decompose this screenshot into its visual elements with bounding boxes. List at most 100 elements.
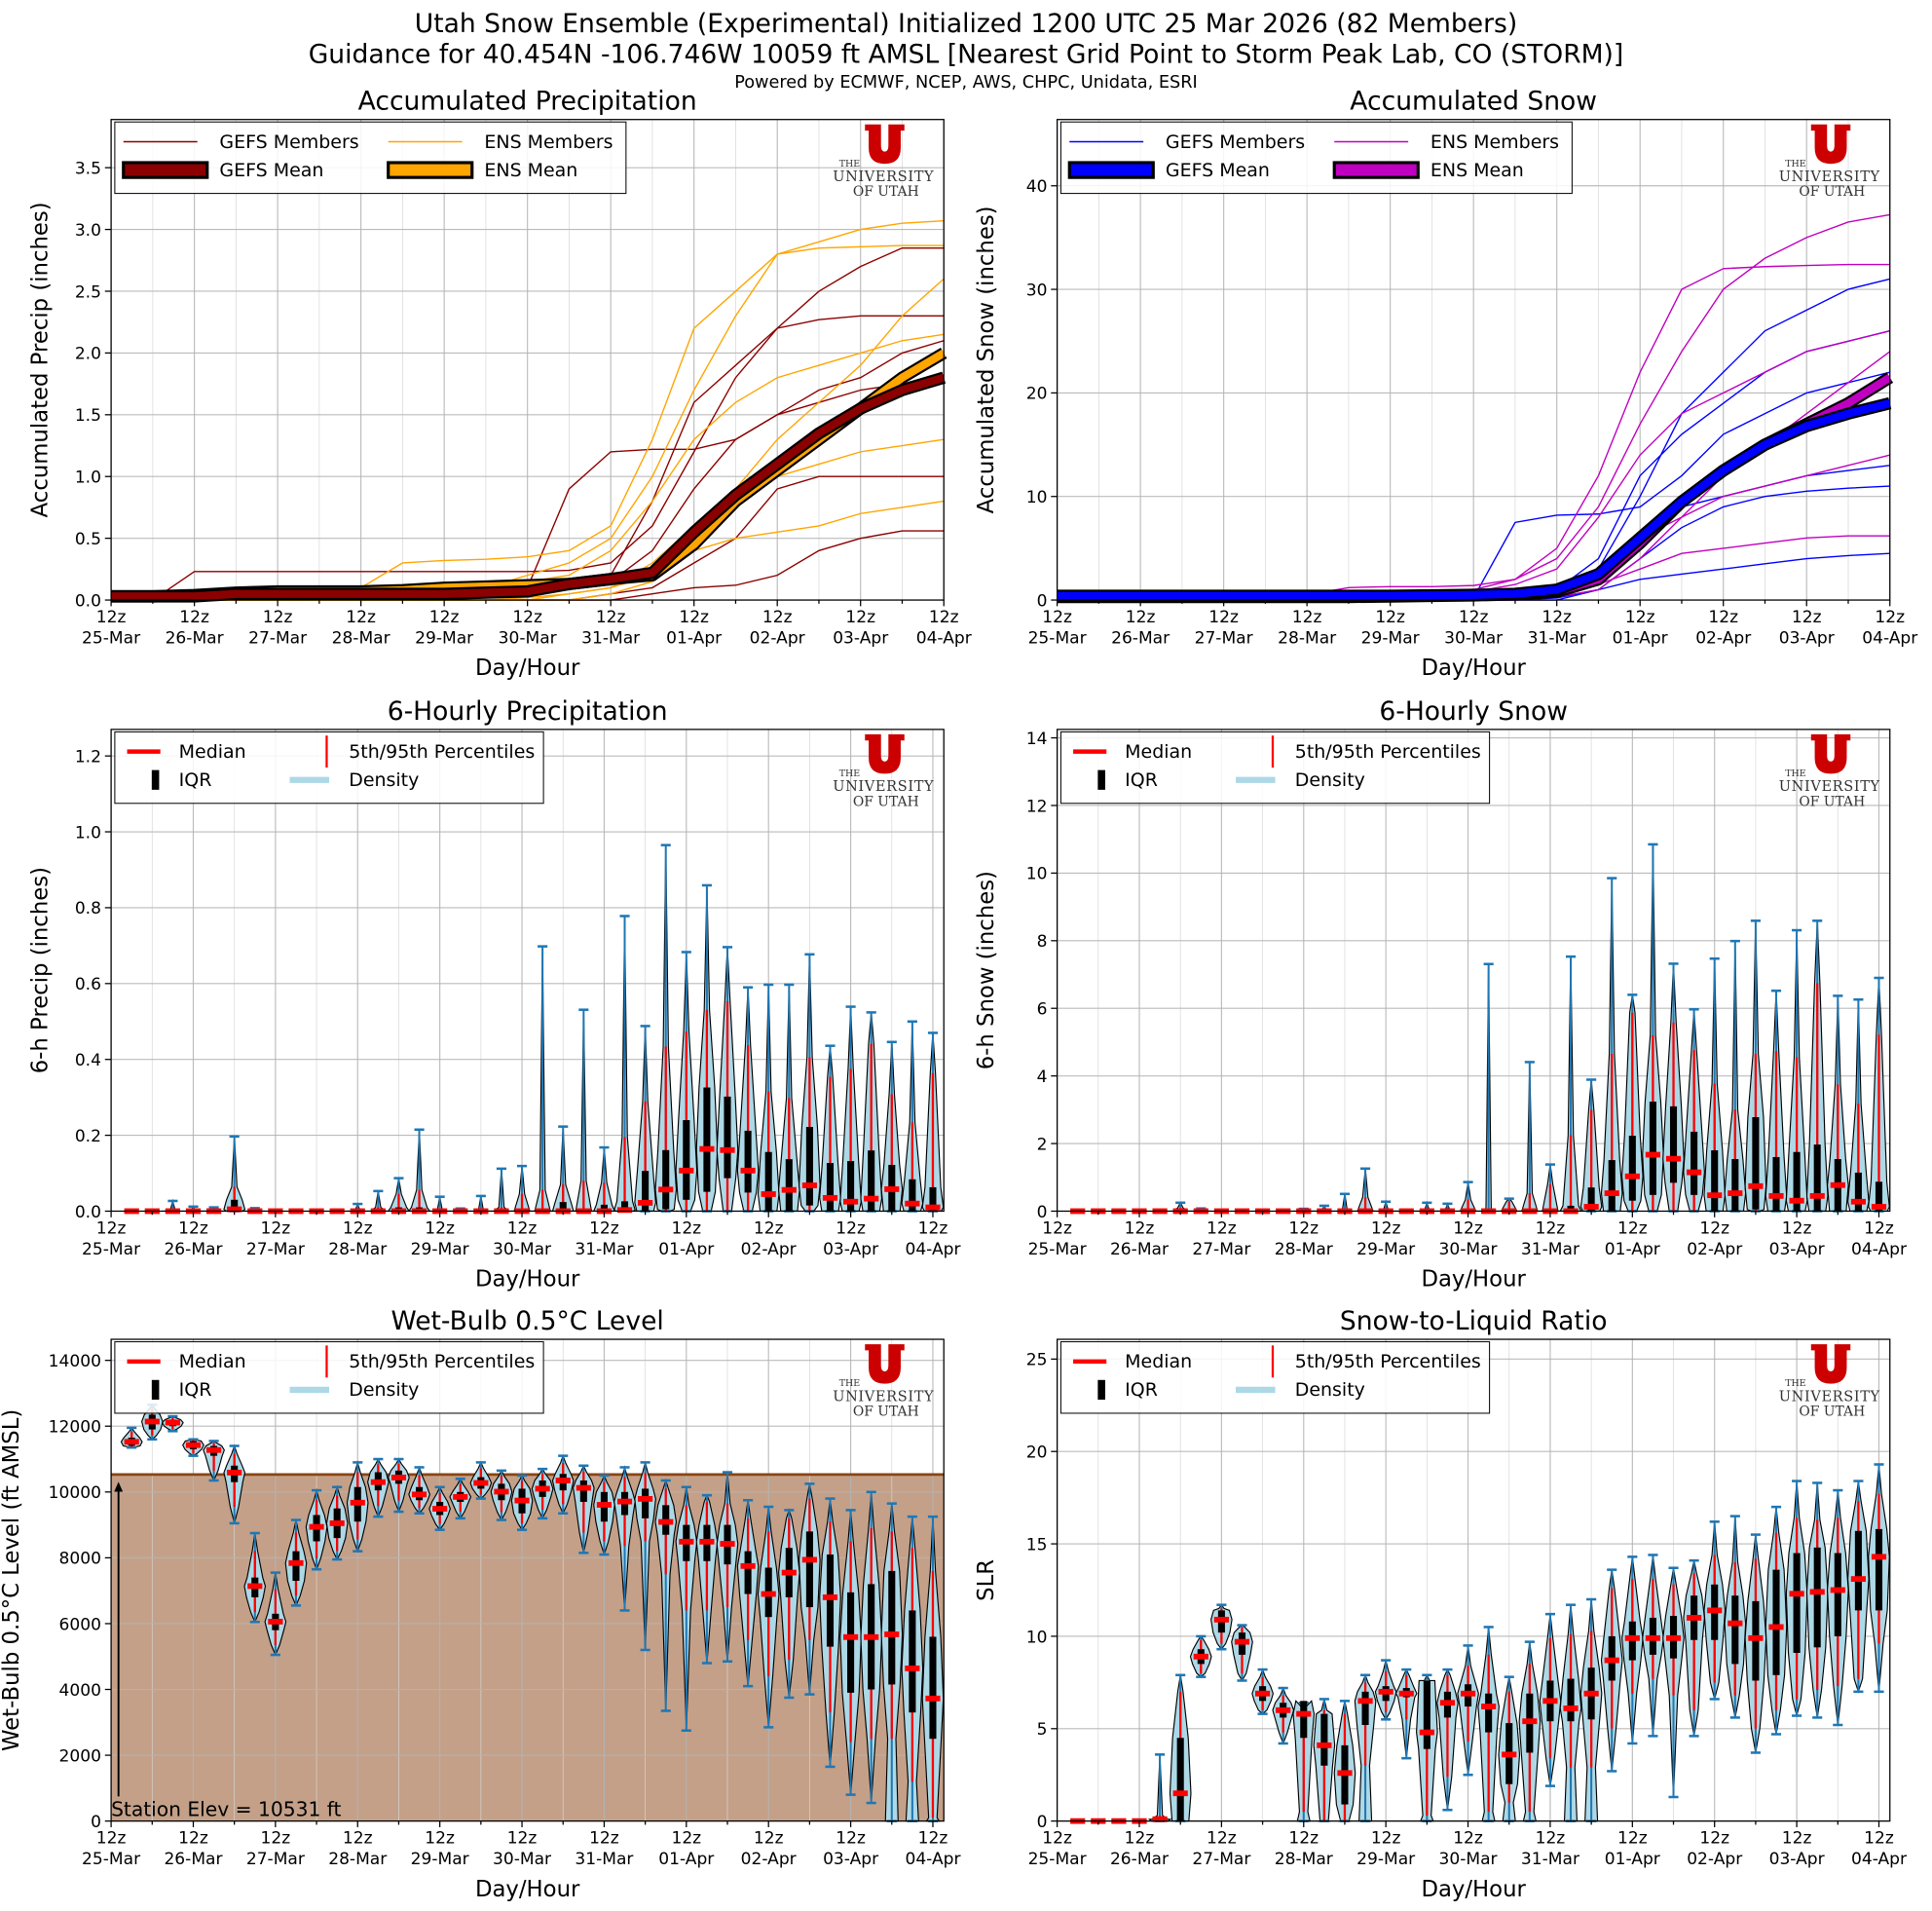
x-tick-label-date: 03-Apr xyxy=(1779,628,1836,648)
legend-label: GEFS Members xyxy=(219,131,358,153)
legend-mean-swatch xyxy=(387,161,474,179)
legend-box xyxy=(1059,731,1491,805)
violin xyxy=(1231,1624,1253,1682)
x-tick-label-date: 29-Mar xyxy=(1361,628,1421,648)
violin xyxy=(839,1509,862,1796)
x-tick-label-hour: 12z xyxy=(1371,1218,1401,1238)
chart-title: 6-Hourly Snow xyxy=(1379,696,1568,727)
logo-text-of-utah: OF UTAH xyxy=(1799,184,1865,200)
u-logo-icon xyxy=(1810,124,1851,165)
x-tick-label-date: 26-Mar xyxy=(166,628,225,648)
violin xyxy=(757,1505,780,1729)
violin-median-marker xyxy=(1728,1190,1743,1196)
chart-title: 6-Hourly Precipitation xyxy=(388,696,668,727)
plot-frame xyxy=(110,1338,945,1822)
x-tick-label-date: 04-Apr xyxy=(905,1240,961,1259)
legend: Median 5th/95th Percentiles IQR Density xyxy=(1059,1341,1491,1414)
x-tick-label-hour: 12z xyxy=(1459,608,1489,627)
x-tick-label-hour: 12z xyxy=(1792,608,1822,627)
x-tick-label-hour: 12z xyxy=(1536,1218,1566,1238)
logo-text-university: UNIVERSITY xyxy=(1779,1389,1880,1405)
violin-median-marker xyxy=(801,1556,817,1563)
subtitle: Guidance for 40.454N -106.746W 10059 ft … xyxy=(309,40,1624,70)
violin-median-marker xyxy=(309,1523,324,1530)
x-tick-label-hour: 12z xyxy=(754,1828,784,1848)
violin xyxy=(1744,919,1767,1213)
violin-median-marker xyxy=(1378,1688,1393,1695)
violin-iqr-bar xyxy=(1772,1569,1780,1675)
chart-accum-snow: 12z25-Mar12z26-Mar12z27-Mar12z28-Mar12z2… xyxy=(974,87,1918,682)
violin-iqr-bar xyxy=(292,1551,300,1582)
station-elevation-band xyxy=(111,1474,945,1821)
violin-median-marker xyxy=(1276,1706,1291,1713)
x-tick-label-hour: 12z xyxy=(589,1828,619,1848)
violin-iqr-bar xyxy=(1690,1131,1698,1195)
violin-median-marker xyxy=(822,1194,838,1201)
violin xyxy=(449,1477,472,1520)
y-tick-label: 0.6 xyxy=(75,975,101,994)
violin-median-marker xyxy=(165,1419,180,1426)
legend-mean-swatch xyxy=(1332,161,1420,179)
violin-iqr-bar xyxy=(1711,1150,1719,1212)
violin-median-marker xyxy=(1419,1729,1434,1736)
mean-line xyxy=(1057,399,1891,600)
violin-iqr-bar xyxy=(1567,1678,1575,1722)
x-tick-label-date: 02-Apr xyxy=(741,1240,798,1259)
logo-text-the: THE xyxy=(1785,768,1806,779)
x-tick-label-hour: 12z xyxy=(96,1828,127,1848)
violin-median-marker xyxy=(1172,1790,1188,1797)
violin-median-marker xyxy=(432,1506,448,1512)
x-tick-label-date: 28-Mar xyxy=(332,628,391,648)
violin-median-marker xyxy=(124,1439,139,1445)
violin-iqr-bar xyxy=(642,1488,650,1518)
legend-label: GEFS Members xyxy=(1166,131,1305,153)
arrow-head-icon xyxy=(114,1481,124,1492)
logo-text-the: THE xyxy=(1785,159,1806,169)
y-tick-label: 0.5 xyxy=(75,530,101,549)
violin-median-marker xyxy=(1768,1624,1784,1630)
violin-median-marker xyxy=(1687,1169,1702,1176)
violin-median-marker xyxy=(699,1538,715,1545)
violin xyxy=(1539,1612,1562,1787)
violin-median-marker xyxy=(494,1488,509,1495)
x-tick-label-hour: 12z xyxy=(1864,1828,1894,1848)
violin-iqr-bar xyxy=(764,1151,772,1212)
violin xyxy=(551,1453,575,1516)
x-tick-label-hour: 12z xyxy=(1288,1828,1319,1848)
violin xyxy=(1683,1558,1705,1738)
x-tick-label-hour: 12z xyxy=(178,1218,208,1238)
violin xyxy=(1703,1520,1727,1701)
violin xyxy=(1805,1481,1829,1719)
x-tick-label-hour: 12z xyxy=(1699,1218,1729,1238)
violin-iqr-bar xyxy=(1813,1547,1821,1648)
violin xyxy=(1765,1505,1788,1736)
y-axis-label: Wet-Bulb 0.5°C Level (ft AMSL) xyxy=(0,1409,24,1751)
x-tick-label-date: 02-Apr xyxy=(1687,1850,1743,1869)
violin-median-marker xyxy=(1604,1190,1619,1196)
violin-median-marker xyxy=(288,1559,304,1566)
violin-iqr-bar xyxy=(847,1161,855,1212)
chart-accum-precip: 12z25-Mar12z26-Mar12z27-Mar12z28-Mar12z2… xyxy=(27,87,972,682)
violin-median-marker xyxy=(638,1495,653,1502)
chart-six-hour-snow: 12z 25-Mar 12z 26-Mar 12z 27-Mar 12z 28-Mar 12z 2… xyxy=(974,696,1908,1293)
x-tick-label-hour: 12z xyxy=(178,1828,208,1848)
violin-median-marker xyxy=(1830,1587,1845,1593)
x-tick-label-date: 30-Mar xyxy=(1444,628,1504,648)
violin-iqr-bar xyxy=(909,1179,916,1212)
x-tick-label-hour: 12z xyxy=(1208,608,1239,627)
x-tick-label-date: 27-Mar xyxy=(1192,1850,1251,1869)
violin xyxy=(1579,1078,1603,1213)
violin-median-marker xyxy=(1254,1690,1271,1697)
y-tick-label: 2 xyxy=(1037,1135,1048,1154)
x-tick-label-hour: 12z xyxy=(671,1828,701,1848)
violin-median-marker xyxy=(596,1502,613,1508)
x-tick-label-date: 01-Apr xyxy=(658,1240,715,1259)
violin-iqr-bar xyxy=(1628,1136,1636,1201)
y-tick-label: 20 xyxy=(1026,1443,1048,1463)
x-tick-label-date: 03-Apr xyxy=(823,1240,879,1259)
violin xyxy=(243,1531,267,1624)
violin-median-marker xyxy=(1337,1770,1353,1777)
y-tick-label: 8000 xyxy=(59,1550,101,1569)
